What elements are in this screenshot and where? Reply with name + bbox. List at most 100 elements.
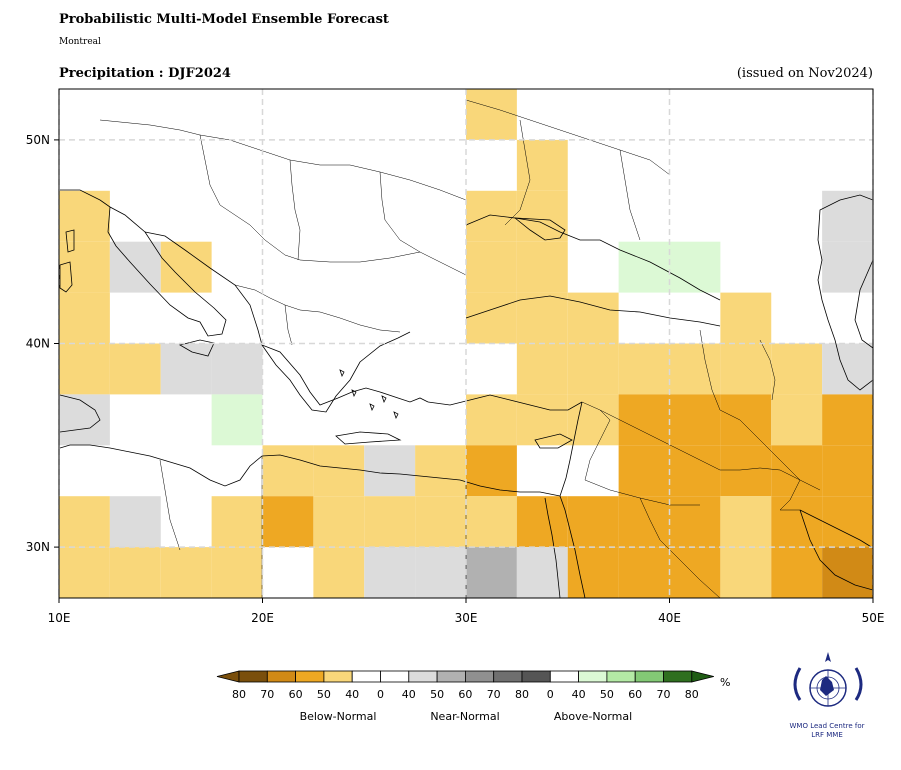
colorbar-tick-label: 80 <box>232 688 246 701</box>
forecast-cell-below_40 <box>516 292 568 344</box>
forecast-cell-below_40 <box>516 190 568 242</box>
colorbar-left-extension <box>216 670 240 683</box>
forecast-cell-above_40 <box>669 241 721 293</box>
forecast-cell-below_40 <box>160 241 212 293</box>
forecast-cell-below_50 <box>771 445 823 497</box>
forecast-cell-below_50 <box>771 496 823 548</box>
forecast-cell-below_40 <box>771 343 823 395</box>
forecast-cell-below_50 <box>822 394 873 446</box>
forecast-cell-below_50 <box>720 394 772 446</box>
colorbar-segment <box>493 670 523 683</box>
colorbar-tick-label: 50 <box>430 688 444 701</box>
forecast-cell-below_40 <box>109 343 161 395</box>
colorbar-tick-label: 60 <box>289 688 303 701</box>
colorbar-segment <box>266 670 296 683</box>
forecast-cell-below_40 <box>59 190 110 242</box>
colorbar-tick-label: 60 <box>628 688 642 701</box>
forecast-cell-below_50 <box>567 496 619 548</box>
colorbar-segment <box>408 670 438 683</box>
forecast-cell-near_40 <box>822 241 873 293</box>
forecast-cell-below_50 <box>618 445 670 497</box>
colorbar-segment <box>295 670 325 683</box>
forecast-cell-below_40 <box>466 394 517 446</box>
colorbar-segment <box>663 670 693 683</box>
forecast-cell-below_40 <box>364 496 416 548</box>
colorbar-tick-label: 0 <box>547 688 554 701</box>
forecast-cell-near_40 <box>211 343 263 395</box>
lon-tick-label: 10E <box>48 611 71 625</box>
coastline-layer <box>59 189 873 598</box>
above-normal-label: Above-Normal <box>554 710 632 723</box>
forecast-cell-below_50 <box>262 496 314 548</box>
forecast-cell-below_40 <box>466 89 517 140</box>
forecast-cell-below_40 <box>59 547 110 598</box>
forecast-cell-below_40 <box>567 292 619 344</box>
near-normal-label: Near-Normal <box>430 710 499 723</box>
forecast-cell-near_40 <box>109 241 161 293</box>
forecast-cell-below_50 <box>567 547 619 598</box>
forecast-cell-below_40 <box>415 445 466 497</box>
forecast-cell-below_40 <box>516 394 568 446</box>
forecast-cell-below_40 <box>567 343 619 395</box>
forecast-cell-below_40 <box>109 547 161 598</box>
forecast-cell-above_40 <box>618 241 670 293</box>
lon-tick-label: 20E <box>251 611 274 625</box>
forecast-cell-below_50 <box>669 547 721 598</box>
colorbar-segment <box>549 670 579 683</box>
forecast-cell-below_40 <box>771 394 823 446</box>
forecast-cell-below_50 <box>516 496 568 548</box>
colorbar-tick-label: 80 <box>685 688 699 701</box>
forecast-cell-below_50 <box>618 496 670 548</box>
forecast-cell-below_40 <box>466 190 517 242</box>
colorbar-segment <box>238 670 268 683</box>
lat-tick-label: 30N <box>26 540 50 554</box>
wmo-logo-caption: WMO Lead Centre for LRF MME <box>782 722 872 740</box>
colorbar-tick-label: 80 <box>515 688 529 701</box>
forecast-cell-below_40 <box>59 292 110 344</box>
forecast-cell-below_40 <box>262 445 314 497</box>
forecast-cell-near_40 <box>415 547 466 598</box>
forecast-cell-below_50 <box>822 445 873 497</box>
colorbar-segment <box>578 670 608 683</box>
forecast-cell-near_50 <box>466 547 517 598</box>
wmo-caption-line1: WMO Lead Centre for <box>789 722 865 730</box>
borders-layer <box>99 99 821 598</box>
colorbar-tick-label: 40 <box>572 688 586 701</box>
colorbar-tick-label: 70 <box>260 688 274 701</box>
forecast-cell-below_50 <box>669 394 721 446</box>
colorbar-tick-label: 50 <box>317 688 331 701</box>
forecast-cell-below_60 <box>822 547 873 598</box>
forecast-cell-near_40 <box>364 445 416 497</box>
colorbar-segment <box>464 670 495 683</box>
colorbar-tick-label: 40 <box>402 688 416 701</box>
forecast-cell-below_50 <box>720 445 772 497</box>
forecast-cell-below_50 <box>822 496 873 548</box>
forecast-cell-below_50 <box>669 496 721 548</box>
forecast-cell-below_40 <box>618 343 670 395</box>
colorbar-tick-label: 70 <box>487 688 501 701</box>
colorbar-right-extension <box>691 670 714 683</box>
forecast-cell-below_40 <box>720 343 772 395</box>
forecast-cell-below_40 <box>516 241 568 293</box>
lon-tick-label: 40E <box>658 611 681 625</box>
forecast-cell-near_40 <box>160 343 212 395</box>
forecast-cell-below_40 <box>211 496 263 548</box>
forecast-cell-above_40 <box>211 394 263 446</box>
axes-ticks: 10E 20E 30E 40E 50E 50N 40N 30N <box>26 133 885 625</box>
forecast-cell-below_40 <box>59 496 110 548</box>
forecast-cell-below_40 <box>720 496 772 548</box>
forecast-cell-near_40 <box>364 547 416 598</box>
colorbar-tick-label: 0 <box>377 688 384 701</box>
forecast-cell-near_40 <box>822 343 873 395</box>
lat-tick-label: 50N <box>26 133 50 147</box>
forecast-cell-below_40 <box>567 394 619 446</box>
forecast-cell-near_40 <box>109 496 161 548</box>
forecast-cell-below_40 <box>313 496 365 548</box>
forecast-cell-below_40 <box>720 547 772 598</box>
forecast-cell-below_40 <box>313 547 365 598</box>
lon-tick-label: 50E <box>862 611 885 625</box>
issued-date: (issued on Nov2024) <box>736 66 873 81</box>
colorbar-tick-label: 60 <box>458 688 472 701</box>
forecast-cell-below_40 <box>415 496 466 548</box>
forecast-cell-near_40 <box>822 190 873 242</box>
